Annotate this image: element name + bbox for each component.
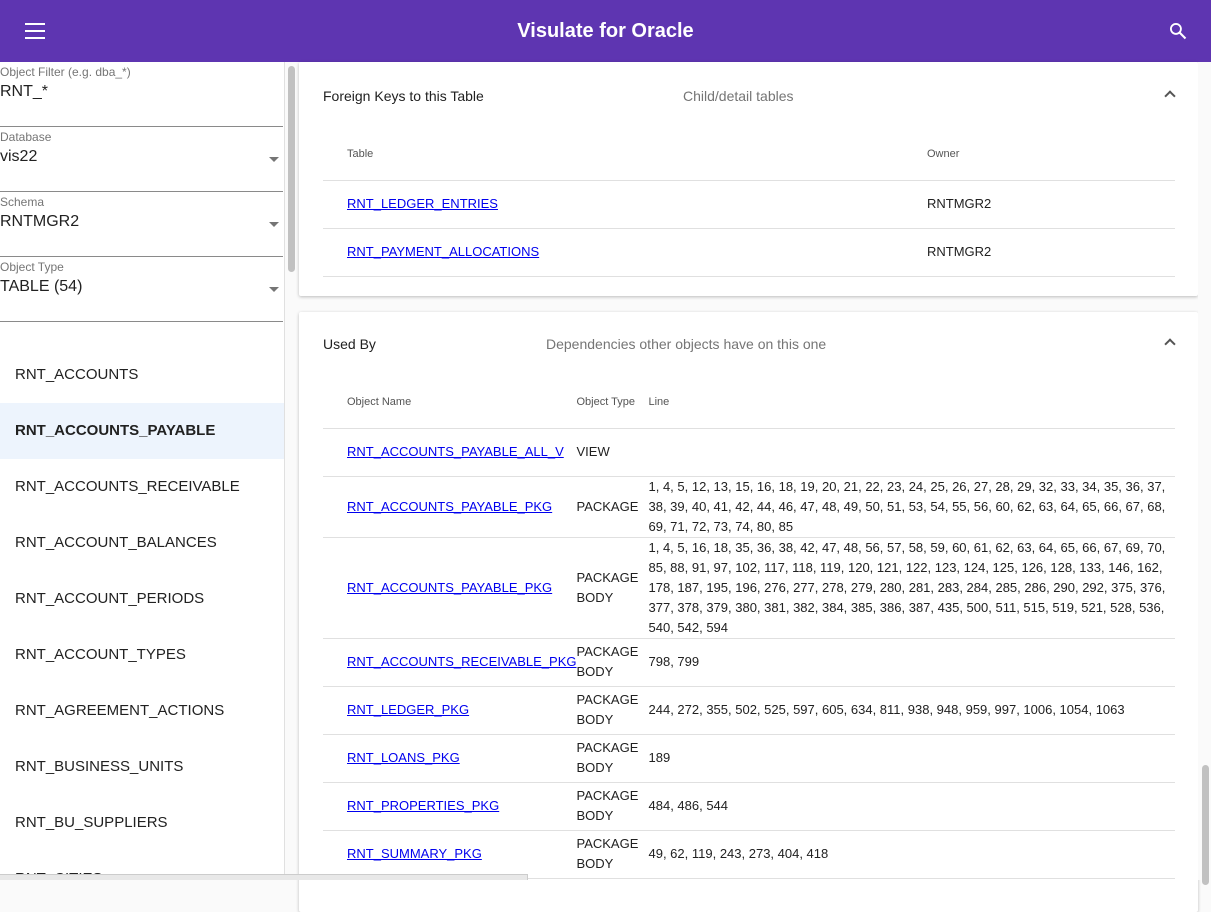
object-link[interactable]: RNT_ACCOUNTS_PAYABLE_ALL_V — [347, 444, 564, 459]
panel-description: Dependencies other objects have on this … — [546, 336, 827, 352]
table-row: RNT_LEDGER_ENTRIES RNTMGR2 — [323, 180, 1175, 229]
sidebar-item[interactable]: RNT_AGREEMENT_ACTIONS — [15, 702, 225, 719]
table-link[interactable]: RNT_LEDGER_ENTRIES — [347, 196, 498, 211]
field-label: Object Type — [0, 260, 64, 274]
object-type-cell: PACKAGE BODY — [576, 638, 643, 687]
line-cell: 1, 4, 5, 16, 18, 35, 36, 38, 42, 47, 48,… — [642, 537, 1175, 639]
sidebar-scrollbar[interactable] — [284, 62, 298, 880]
panel-title[interactable]: Used By — [323, 336, 376, 352]
horizontal-scrollbar[interactable] — [0, 874, 528, 880]
field-value[interactable]: RNT_* — [0, 83, 49, 100]
table-row: RNT_PROPERTIES_PKG PACKAGE BODY 484, 486, … — [323, 782, 1175, 831]
owner-cell: RNTMGR2 — [903, 228, 1175, 277]
column-header: Object Type — [576, 376, 643, 429]
search-icon[interactable] — [1168, 21, 1188, 41]
sidebar-item[interactable]: RNT_ACCOUNTS_PAYABLE — [0, 403, 284, 459]
field-value: vis22 — [0, 148, 38, 165]
object-type-cell: PACKAGE — [576, 476, 643, 538]
chevron-up-icon[interactable] — [1164, 338, 1176, 350]
object-type-cell: VIEW — [576, 428, 643, 477]
sidebar-item[interactable]: RNT_ACCOUNTS — [15, 366, 139, 383]
table-row: RNT_ACCOUNTS_PAYABLE_PKG PACKAGE BODY 1, 4… — [323, 537, 1175, 639]
line-cell: 484, 486, 544 — [642, 782, 1175, 831]
foreign-keys-table: Table Owner RNT_LEDGER_ENTRIES RNTMGR2 RNT_… — [323, 128, 1175, 277]
field-value: TABLE (54) — [0, 278, 83, 295]
used-by-panel: Used By Dependencies other objects have … — [299, 312, 1198, 912]
column-header: Owner — [903, 128, 1175, 181]
object-type-cell: PACKAGE BODY — [576, 782, 643, 831]
used-by-table: Object Name Object Type Line RNT_ACCOUNTS_… — [323, 376, 1175, 879]
object-link[interactable]: RNT_LEDGER_PKG — [347, 702, 470, 717]
object-link[interactable]: RNT_ACCOUNTS_RECEIVABLE_PKG — [347, 654, 577, 669]
object-link[interactable]: RNT_ACCOUNTS_PAYABLE_PKG — [347, 579, 553, 595]
panel-title[interactable]: Foreign Keys to this Table — [323, 88, 484, 104]
table-row: RNT_ACCOUNTS_PAYABLE_ALL_V VIEW — [323, 428, 1175, 477]
object-type-cell: PACKAGE BODY — [576, 686, 643, 735]
line-cell: 189 — [642, 734, 1175, 783]
sidebar: Object Filter (e.g. dba_*) RNT_* Database… — [0, 62, 284, 880]
line-cell: 49, 62, 119, 243, 273, 404, 418 — [642, 830, 1175, 879]
dropdown-arrow-icon[interactable] — [269, 222, 279, 227]
table-row: RNT_LEDGER_PKG PACKAGE BODY 244, 272, 355,… — [323, 686, 1175, 735]
schema-select[interactable]: Schema RNTMGR2 — [0, 192, 283, 257]
line-cell: 1, 4, 5, 12, 13, 15, 16, 18, 19, 20, 21,… — [642, 476, 1175, 538]
object-filter-input[interactable]: Object Filter (e.g. dba_*) RNT_* — [0, 62, 283, 127]
field-label: Object Filter (e.g. dba_*) — [0, 65, 131, 79]
object-type-cell: PACKAGE BODY — [576, 537, 643, 639]
sidebar-item[interactable]: RNT_ACCOUNT_TYPES — [15, 646, 186, 663]
sidebar-item[interactable]: RNT_BU_SUPPLIERS — [15, 814, 168, 831]
object-link[interactable]: RNT_PROPERTIES_PKG — [347, 798, 500, 813]
column-header: Object Name — [323, 376, 577, 429]
sidebar-item[interactable]: RNT_ACCOUNT_BALANCES — [15, 534, 217, 551]
table-row: RNT_LOANS_PKG PACKAGE BODY 189 — [323, 734, 1175, 783]
table-row: RNT_PAYMENT_ALLOCATIONS RNTMGR2 — [323, 228, 1175, 277]
app-header: Visulate for Oracle — [0, 0, 1211, 62]
dropdown-arrow-icon[interactable] — [269, 287, 279, 292]
table-row: RNT_ACCOUNTS_RECEIVABLE_PKG PACKAGE BODY 7… — [323, 638, 1175, 687]
chevron-up-icon[interactable] — [1164, 90, 1176, 102]
line-cell — [642, 428, 1175, 477]
scrollbar-thumb[interactable] — [1202, 765, 1209, 885]
table-row: RNT_SUMMARY_PKG PACKAGE BODY 49, 62, 119, … — [323, 830, 1175, 879]
object-link[interactable]: RNT_LOANS_PKG — [347, 750, 460, 765]
object-type-cell: PACKAGE BODY — [576, 734, 643, 783]
line-cell: 798, 799 — [642, 638, 1175, 687]
column-header: Table — [323, 128, 903, 181]
sidebar-item[interactable]: RNT_BUSINESS_UNITS — [15, 758, 184, 775]
foreign-keys-panel: Foreign Keys to this Table Child/detail … — [299, 62, 1198, 296]
table-link[interactable]: RNT_PAYMENT_ALLOCATIONS — [347, 244, 540, 259]
field-value: RNTMGR2 — [0, 213, 80, 230]
menu-icon[interactable] — [25, 23, 45, 39]
panel-description: Child/detail tables — [683, 88, 794, 104]
main-scrollbar[interactable] — [1198, 62, 1211, 885]
sidebar-item[interactable]: RNT_ACCOUNTS_RECEIVABLE — [15, 478, 240, 495]
owner-cell: RNTMGR2 — [903, 180, 1175, 229]
object-link[interactable]: RNT_ACCOUNTS_PAYABLE_PKG — [347, 498, 553, 514]
app-title: Visulate for Oracle — [517, 19, 694, 42]
object-link[interactable]: RNT_SUMMARY_PKG — [347, 846, 482, 861]
main-content: Foreign Keys to this Table Child/detail … — [299, 62, 1198, 912]
sidebar-item[interactable]: RNT_ACCOUNT_PERIODS — [15, 590, 205, 607]
column-header: Line — [642, 376, 1175, 429]
field-label: Database — [0, 130, 52, 144]
object-list: RNT_ACCOUNTS RNT_ACCOUNTS_PAYABLE RNT_ACCO… — [0, 347, 284, 880]
field-label: Schema — [0, 195, 45, 209]
object-type-cell: PACKAGE BODY — [576, 830, 643, 879]
object-type-select[interactable]: Object Type TABLE (54) — [0, 257, 283, 322]
database-select[interactable]: Database vis22 — [0, 127, 283, 192]
line-cell: 244, 272, 355, 502, 525, 597, 605, 634, … — [642, 686, 1175, 735]
table-row: RNT_ACCOUNTS_PAYABLE_PKG PACKAGE 1, 4, 5, … — [323, 476, 1175, 538]
dropdown-arrow-icon[interactable] — [269, 157, 279, 162]
scrollbar-thumb[interactable] — [288, 66, 295, 272]
